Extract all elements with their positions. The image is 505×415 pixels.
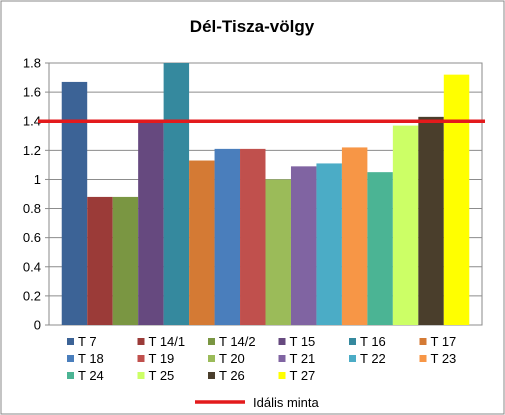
legend-label: T 27 xyxy=(290,368,316,383)
bar-t-20 xyxy=(265,179,291,325)
bar-t-27 xyxy=(443,74,470,326)
bar-t-15 xyxy=(138,121,164,325)
y-tick-label: 0.6 xyxy=(23,230,41,245)
y-tick-label: 1 xyxy=(34,172,41,187)
bar-t-17 xyxy=(189,160,215,325)
y-tick-label: 1.4 xyxy=(23,114,41,129)
legend-swatch xyxy=(67,372,74,379)
y-tick-label: 1.8 xyxy=(23,56,41,71)
y-axis-ticks: 0 0.2 0.4 0.6 0.8 1 1.2 1.4 1.6 1.8 xyxy=(23,56,41,333)
legend-label: T 14/2 xyxy=(219,334,256,349)
legend-label: T 19 xyxy=(149,351,175,366)
bar-t-22 xyxy=(316,163,342,325)
y-tick-label: 1.2 xyxy=(23,143,41,158)
legend-swatch xyxy=(278,338,286,345)
legend-swatch xyxy=(419,338,427,345)
legend-label: T 14/1 xyxy=(149,334,186,349)
legend-swatch xyxy=(349,338,356,345)
bar-t-18 xyxy=(214,148,241,325)
bar-t-21 xyxy=(290,166,317,325)
legend-swatch xyxy=(278,355,286,362)
legend-swatch xyxy=(208,355,215,362)
legend-label: T 18 xyxy=(78,351,104,366)
legend-label: T 17 xyxy=(431,334,457,349)
legend-reference-label: Idális minta xyxy=(253,395,320,410)
legend-swatch xyxy=(349,355,356,362)
y-tick-label: 0.8 xyxy=(23,201,41,216)
legend-label: T 20 xyxy=(219,351,245,366)
legend-swatch xyxy=(208,338,215,345)
bar-t-25 xyxy=(392,125,419,325)
legend-label: T 22 xyxy=(360,351,386,366)
bar-t-14-1 xyxy=(87,196,113,325)
bar-t-14-2 xyxy=(112,196,139,325)
legend: T 7 T 14/1 T 14/2 T 15 T 16 T 17 T 18 T 19 T 20 T… xyxy=(67,334,456,410)
legend-swatch xyxy=(419,355,427,362)
legend-label: T 7 xyxy=(78,334,97,349)
bar-t-19 xyxy=(240,148,266,325)
legend-label: T 23 xyxy=(431,351,457,366)
legend-label: T 24 xyxy=(78,368,104,383)
bar-t-26 xyxy=(418,116,444,325)
bar-t-23 xyxy=(341,147,368,325)
legend-label: T 25 xyxy=(149,368,175,383)
legend-label: T 21 xyxy=(290,351,316,366)
legend-label: T 15 xyxy=(290,334,316,349)
bar-t-24 xyxy=(367,172,393,325)
chart-title: Dél-Tisza-völgy xyxy=(190,17,315,36)
legend-swatch xyxy=(67,338,74,345)
legend-label: T 16 xyxy=(360,334,386,349)
y-tick-label: 1.6 xyxy=(23,85,41,100)
y-tick-label: 0.2 xyxy=(23,288,41,303)
legend-swatch xyxy=(137,355,145,362)
legend-swatch xyxy=(137,372,145,379)
y-tick-label: 0.4 xyxy=(23,259,41,274)
legend-swatch xyxy=(137,338,145,345)
y-tick-label: 0 xyxy=(34,318,41,333)
legend-swatch xyxy=(278,372,286,379)
bar-t-7 xyxy=(61,81,88,325)
legend-swatch xyxy=(208,372,215,379)
legend-swatch xyxy=(67,355,74,362)
bar-t-16 xyxy=(163,63,190,325)
legend-label: T 26 xyxy=(219,368,245,383)
